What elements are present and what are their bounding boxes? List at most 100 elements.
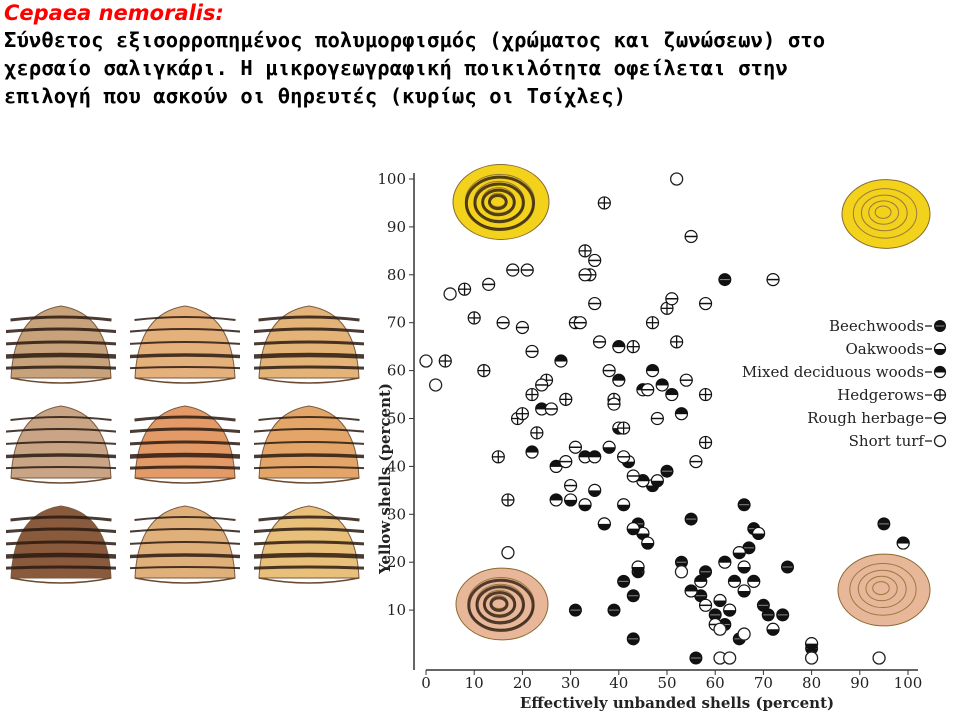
data-point-rough-herbage xyxy=(592,335,607,349)
data-point-hedgerows xyxy=(501,493,515,507)
data-point-short-turf xyxy=(872,651,886,665)
data-point-oakwoods xyxy=(602,440,616,454)
data-point-rough-herbage xyxy=(588,253,602,268)
x-tick-label: 10 xyxy=(465,674,484,692)
data-point-beechwoods xyxy=(776,608,790,622)
data-point-short-turf xyxy=(443,287,457,301)
data-point-oakwoods xyxy=(737,584,751,598)
legend-marker xyxy=(934,320,946,332)
data-point-oakwoods xyxy=(641,536,655,550)
legend-marker xyxy=(933,365,947,379)
data-point-hedgerows xyxy=(530,426,544,440)
data-point-short-turf xyxy=(669,172,684,186)
data-point-short-turf xyxy=(804,651,819,665)
y-tick-label: 60 xyxy=(387,362,406,380)
data-point-hedgerows xyxy=(515,407,529,421)
data-point-beechwoods xyxy=(781,560,794,574)
data-point-mixed-deciduous-woods xyxy=(747,574,761,588)
legend-item-rough-herbage: Rough herbage xyxy=(807,409,947,427)
data-point-mixed-deciduous-woods xyxy=(645,364,660,378)
data-point-hedgerows xyxy=(617,421,631,435)
data-point-mixed-deciduous-woods xyxy=(665,387,679,402)
data-point-beechwoods xyxy=(756,598,770,612)
x-tick-label: 30 xyxy=(561,674,580,692)
x-tick-label: 40 xyxy=(609,674,628,692)
data-point-beechwoods xyxy=(626,589,640,603)
data-point-rough-herbage xyxy=(506,263,520,277)
data-point-mixed-deciduous-woods xyxy=(588,450,602,464)
data-point-rough-herbage xyxy=(573,316,587,330)
data-point-oakwoods xyxy=(766,622,780,636)
y-tick-label: 40 xyxy=(387,457,406,475)
data-point-mixed-deciduous-woods xyxy=(554,354,568,368)
data-point-rough-herbage xyxy=(617,450,631,464)
data-point-rough-herbage xyxy=(684,229,698,244)
x-tick-label: 100 xyxy=(894,674,923,692)
y-tick-label: 80 xyxy=(387,266,406,284)
banded-shell-icon xyxy=(220,398,398,488)
y-tick-label: 10 xyxy=(387,601,406,619)
data-point-beechwoods xyxy=(684,512,698,526)
legend-label: Rough herbage xyxy=(807,409,924,427)
heading: Cepaea nemoralis: Σύνθετος εξισορροπημέν… xyxy=(4,0,954,110)
data-point-mixed-deciduous-woods xyxy=(694,574,708,588)
banded-shell-icon xyxy=(96,398,274,488)
data-point-hedgerows xyxy=(525,387,539,402)
banded-shell-icon xyxy=(220,498,398,588)
banded-shell-icon xyxy=(96,498,274,588)
data-point-beechwoods xyxy=(568,603,582,617)
x-axis-label: Effectively unbanded shells (percent) xyxy=(520,694,834,712)
data-point-mixed-deciduous-woods xyxy=(896,536,910,550)
data-point-short-turf xyxy=(674,565,689,579)
data-point-hedgerows xyxy=(626,340,640,354)
data-point-rough-herbage xyxy=(766,272,780,287)
data-point-short-turf xyxy=(501,545,515,560)
legend-marker xyxy=(933,434,947,448)
data-point-beechwoods xyxy=(761,608,775,622)
legend-item-beechwoods: Beechwoods xyxy=(829,317,946,335)
data-point-beechwoods xyxy=(689,651,703,665)
data-point-short-turf xyxy=(428,378,443,392)
data-point-oakwoods xyxy=(751,526,766,541)
data-point-oakwoods xyxy=(713,593,727,608)
data-point-hedgerows xyxy=(698,387,713,402)
data-point-oakwoods xyxy=(805,637,819,651)
data-point-hedgerows xyxy=(477,364,491,378)
legend-marker xyxy=(933,411,947,425)
x-tick-label: 50 xyxy=(657,674,676,692)
legend-label: Beechwoods xyxy=(829,317,924,335)
y-tick-label: 70 xyxy=(387,314,406,332)
data-point-short-turf xyxy=(419,354,433,368)
data-point-oakwoods xyxy=(578,498,592,512)
x-tick-label: 90 xyxy=(850,674,869,692)
data-point-rough-herbage xyxy=(588,296,602,311)
data-point-beechwoods xyxy=(694,589,708,603)
data-point-rough-herbage xyxy=(698,598,713,612)
data-point-short-turf xyxy=(737,627,751,641)
y-axis-label: Yellow shells (percent) xyxy=(376,383,394,575)
data-point-beechwoods xyxy=(607,603,621,617)
data-point-rough-herbage xyxy=(578,268,592,282)
y-tick-label: 30 xyxy=(387,505,406,523)
data-point-hedgerows xyxy=(670,335,684,349)
data-point-rough-herbage xyxy=(544,402,558,416)
y-tick-label: 100 xyxy=(377,170,406,188)
data-point-oakwoods xyxy=(737,560,751,574)
data-point-oakwoods xyxy=(588,483,602,497)
scatter-plot-panel: 0 10 20 30 40 50 60 70 80 90 100 10 20 30 40 50 60 70 80 90… xyxy=(376,158,960,718)
data-point-oakwoods xyxy=(631,560,645,574)
data-point-hedgerows xyxy=(559,392,573,406)
data-point-rough-herbage xyxy=(535,378,549,392)
data-point-rough-herbage xyxy=(520,263,534,277)
data-point-hedgerows xyxy=(698,435,713,450)
data-point-beechwoods xyxy=(737,498,751,512)
data-point-beechwoods xyxy=(617,574,631,588)
data-point-mixed-deciduous-woods xyxy=(655,378,669,392)
legend-label: Hedgerows xyxy=(837,386,924,404)
pink-banded-shell-icon xyxy=(455,567,549,641)
data-point-rough-herbage xyxy=(607,397,621,411)
data-point-hedgerows xyxy=(578,244,592,258)
species-name: Cepaea nemoralis: xyxy=(4,1,224,25)
data-point-rough-herbage xyxy=(482,277,496,291)
data-point-hedgerows xyxy=(457,282,472,296)
